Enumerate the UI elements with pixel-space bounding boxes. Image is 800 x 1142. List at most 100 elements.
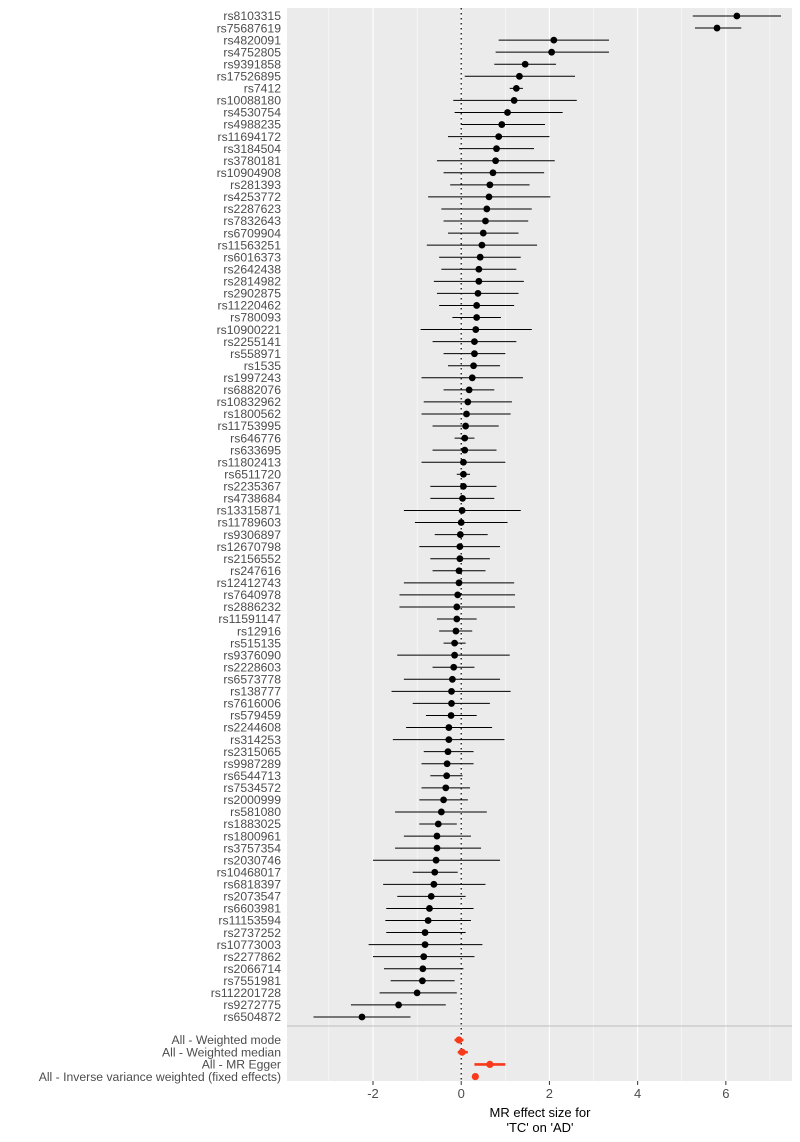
snp-label: rs4820091 (223, 33, 281, 47)
snp-label: rs138777 (230, 685, 281, 699)
snp-point (445, 736, 453, 743)
snp-label: rs1535 (244, 359, 281, 373)
snp-label: rs1800961 (223, 829, 281, 843)
snp-label: rs11753995 (218, 419, 282, 433)
snp-point (492, 157, 500, 165)
x-tick-label: 6 (722, 1086, 729, 1101)
snp-label: rs7832643 (223, 214, 281, 228)
snp-label: rs7551981 (223, 974, 281, 988)
snp-point (452, 627, 460, 635)
snp-point (475, 265, 483, 273)
snp-point (431, 868, 439, 876)
snp-point (463, 410, 470, 418)
snp-label: rs1883025 (223, 817, 281, 831)
snp-label: rs3780181 (223, 154, 281, 168)
snp-point (510, 97, 518, 104)
snp-point (521, 60, 529, 68)
snp-point (471, 350, 478, 358)
snp-label: rs7534572 (223, 781, 281, 795)
snp-label: rs10088180 (217, 94, 282, 108)
snp-label: rs780093 (230, 311, 281, 325)
snp-point (437, 808, 445, 816)
snp-label: rs12670798 (217, 540, 282, 554)
snp-label: rs10904908 (217, 166, 282, 180)
snp-label: rs2814982 (223, 275, 281, 289)
method-point (458, 1048, 466, 1056)
snp-point (421, 929, 429, 936)
snp-point (395, 1001, 402, 1009)
method-label: All - Weighted median (162, 1045, 281, 1059)
snp-label: rs2156552 (223, 552, 281, 566)
snp-point (433, 844, 441, 852)
snp-point (444, 748, 452, 756)
snp-label: rs17526895 (217, 70, 282, 84)
snp-label: rs11789603 (218, 516, 282, 530)
snp-label: rs2886232 (223, 600, 281, 614)
snp-label: rs9391858 (223, 57, 281, 71)
snp-label: rs247616 (230, 564, 281, 578)
snp-rows: rs8103315rs75687619rs4820091rs4752805rs9… (211, 9, 781, 1024)
snp-point (482, 217, 489, 225)
snp-label: rs75687619 (217, 21, 282, 35)
snp-label: rs7640978 (223, 588, 281, 602)
snp-label: rs13315871 (217, 504, 282, 518)
snp-label: rs2244608 (223, 721, 281, 735)
snp-point (440, 796, 447, 804)
x-tick-label: 0 (458, 1086, 465, 1101)
snp-label: rs4752805 (223, 45, 281, 59)
snp-label: rs6544713 (223, 769, 281, 783)
snp-point (493, 145, 500, 153)
snp-label: rs6573778 (223, 673, 281, 687)
method-label: All - Weighted mode (171, 1033, 281, 1047)
x-axis-title-line-1: MR effect size for (490, 1105, 592, 1120)
snp-label: rs558971 (230, 347, 281, 361)
snp-label: rs9272775 (223, 998, 281, 1012)
snp-point (455, 567, 463, 575)
snp-point (468, 374, 476, 382)
snp-point (465, 386, 473, 394)
snp-point (419, 965, 427, 973)
snp-point (442, 784, 450, 792)
snp-point (456, 543, 464, 551)
snp-label: rs11802413 (218, 455, 282, 469)
snp-label: rs10468017 (217, 865, 282, 879)
snp-label: rs2000999 (223, 793, 281, 807)
snp-label: rs11591147 (218, 612, 281, 626)
snp-point (427, 892, 435, 900)
method-point (471, 1073, 479, 1081)
snp-point (448, 700, 455, 707)
snp-label: rs11694172 (218, 130, 282, 144)
snp-label: rs2902875 (223, 287, 281, 301)
snp-point (430, 880, 438, 888)
snp-label: rs1800562 (223, 407, 281, 421)
snp-label: rs4253772 (223, 190, 281, 204)
snp-point (486, 181, 494, 189)
snp-label: rs1997243 (223, 371, 281, 385)
snp-point (472, 326, 480, 333)
snp-label: rs2235367 (223, 480, 281, 494)
snp-point (443, 760, 451, 768)
method-label: All - Inverse variance weighted (fixed e… (39, 1070, 281, 1084)
snp-label: rs4988235 (223, 118, 281, 132)
snp-point (733, 12, 741, 20)
snp-label: rs9306897 (223, 528, 281, 542)
snp-point (548, 48, 556, 56)
snp-label: rs2287623 (223, 202, 281, 216)
x-axis: -2 0 2 4 6 (367, 1081, 729, 1101)
snp-point (473, 302, 481, 309)
snp-point (478, 241, 486, 249)
snp-point (516, 72, 523, 80)
snp-point (460, 470, 467, 478)
snp-point (453, 603, 461, 611)
snp-label: rs9376090 (223, 648, 281, 662)
snp-point (550, 36, 558, 44)
snp-point (504, 109, 511, 116)
snp-point (476, 253, 484, 261)
snp-point (461, 446, 469, 454)
method-label: All - MR Egger (202, 1058, 281, 1072)
snp-label: rs11563251 (218, 238, 282, 252)
snp-point (447, 712, 455, 719)
snp-label: rs633695 (230, 443, 281, 457)
